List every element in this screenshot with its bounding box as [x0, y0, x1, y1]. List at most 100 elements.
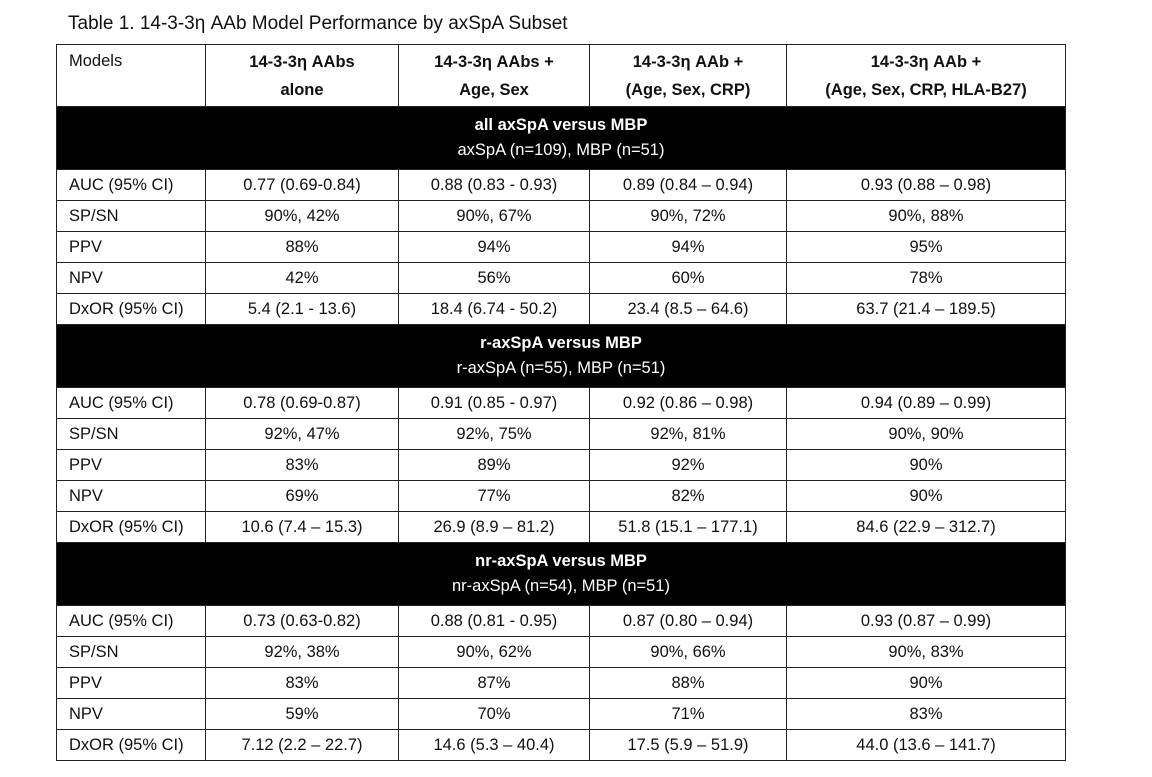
data-cell: 63.7 (21.4 – 189.5)	[786, 293, 1066, 325]
data-cell: 0.94 (0.89 – 0.99)	[786, 387, 1066, 419]
data-cell: 77%	[398, 480, 590, 512]
section-row: all axSpA versus MBP axSpA (n=109), MBP (…	[56, 106, 1066, 170]
data-cell: 0.92 (0.86 – 0.98)	[589, 387, 787, 419]
row-label: SP/SN	[56, 636, 206, 668]
data-cell: 95%	[786, 231, 1066, 263]
data-cell: 90%	[786, 480, 1066, 512]
data-cell: 71%	[589, 698, 787, 730]
data-cell: 92%, 75%	[398, 418, 590, 450]
section-row: r-axSpA versus MBP r-axSpA (n=55), MBP (n…	[56, 324, 1066, 388]
data-row: NPV 42% 56% 60% 78%	[56, 262, 1066, 294]
data-cell: 60%	[589, 262, 787, 294]
data-cell: 44.0 (13.6 – 141.7)	[786, 729, 1066, 761]
data-cell: 0.87 (0.80 – 0.94)	[589, 605, 787, 637]
data-cell: 78%	[786, 262, 1066, 294]
data-row: DxOR (95% CI) 10.6 (7.4 – 15.3) 26.9 (8.9 …	[56, 511, 1066, 543]
data-cell: 7.12 (2.2 – 22.7)	[205, 729, 399, 761]
data-cell: 92%, 38%	[205, 636, 399, 668]
data-cell: 70%	[398, 698, 590, 730]
row-label: AUC (95% CI)	[56, 605, 206, 637]
data-cell: 88%	[205, 231, 399, 263]
data-cell: 92%	[589, 449, 787, 481]
data-cell: 14.6 (5.3 – 40.4)	[398, 729, 590, 761]
data-row: SP/SN 92%, 47% 92%, 75% 92%, 81% 90%, 90%	[56, 418, 1066, 450]
row-label: PPV	[56, 231, 206, 263]
data-cell: 90%	[786, 449, 1066, 481]
row-label: PPV	[56, 667, 206, 699]
data-cell: 83%	[205, 667, 399, 699]
data-row: AUC (95% CI) 0.77 (0.69-0.84) 0.88 (0.83 -…	[56, 169, 1066, 201]
table-body: Models 14-3-3η AAbs alone 14-3-3η AAbs + Age…	[56, 44, 1066, 761]
data-row: AUC (95% CI) 0.78 (0.69-0.87) 0.91 (0.85 -…	[56, 387, 1066, 419]
data-cell: 90%, 88%	[786, 200, 1066, 232]
data-row: PPV 83% 89% 92% 90%	[56, 449, 1066, 481]
header-cell: 14-3-3η AAb + (Age, Sex, CRP)	[589, 44, 787, 107]
header-row: Models 14-3-3η AAbs alone 14-3-3η AAbs + Age…	[56, 44, 1066, 107]
data-cell: 0.88 (0.81 - 0.95)	[398, 605, 590, 637]
data-row: AUC (95% CI) 0.73 (0.63-0.82) 0.88 (0.81 -…	[56, 605, 1066, 637]
header-line: 14-3-3η AAb +	[632, 52, 744, 71]
data-row: DxOR (95% CI) 5.4 (2.1 - 13.6) 18.4 (6.74 …	[56, 293, 1066, 325]
section-cell: nr-axSpA versus MBP nr-axSpA (n=54), MBP …	[56, 542, 1066, 606]
header-cell: 14-3-3η AAb + (Age, Sex, CRP, HLA-B27)	[786, 44, 1066, 107]
header-cell: 14-3-3η AAbs alone	[205, 44, 399, 107]
data-cell: 90%, 67%	[398, 200, 590, 232]
data-cell: 89%	[398, 449, 590, 481]
data-cell: 23.4 (8.5 – 64.6)	[589, 293, 787, 325]
section-cell: r-axSpA versus MBP r-axSpA (n=55), MBP (n…	[56, 324, 1066, 388]
row-label: DxOR (95% CI)	[56, 511, 206, 543]
section-subheading: r-axSpA (n=55), MBP (n=51)	[456, 359, 666, 377]
row-label: SP/SN	[56, 418, 206, 450]
row-label: PPV	[56, 449, 206, 481]
data-cell: 94%	[589, 231, 787, 263]
data-cell: 0.89 (0.84 – 0.94)	[589, 169, 787, 201]
row-label: AUC (95% CI)	[56, 387, 206, 419]
data-cell: 90%, 42%	[205, 200, 399, 232]
data-cell: 90%, 83%	[786, 636, 1066, 668]
row-label: NPV	[56, 480, 206, 512]
data-row: NPV 59% 70% 71% 83%	[56, 698, 1066, 730]
section-subheading: nr-axSpA (n=54), MBP (n=51)	[452, 577, 670, 595]
header-line: Age, Sex	[459, 80, 529, 99]
header-cell: Models	[56, 44, 206, 107]
header-line: alone	[280, 80, 324, 99]
data-cell: 90%, 66%	[589, 636, 787, 668]
section-cell: all axSpA versus MBP axSpA (n=109), MBP (…	[56, 106, 1066, 170]
data-cell: 51.8 (15.1 – 177.1)	[589, 511, 787, 543]
data-row: SP/SN 92%, 38% 90%, 62% 90%, 66% 90%, 83%	[56, 636, 1066, 668]
header-line: (Age, Sex, CRP, HLA-B27)	[825, 80, 1027, 99]
data-cell: 0.93 (0.87 – 0.99)	[786, 605, 1066, 637]
header-line: (Age, Sex, CRP)	[625, 80, 751, 99]
data-cell: 0.78 (0.69-0.87)	[205, 387, 399, 419]
data-cell: 92%, 81%	[589, 418, 787, 450]
section-heading: nr-axSpA versus MBP	[475, 552, 647, 570]
data-cell: 69%	[205, 480, 399, 512]
data-cell: 18.4 (6.74 - 50.2)	[398, 293, 590, 325]
data-cell: 87%	[398, 667, 590, 699]
data-cell: 5.4 (2.1 - 13.6)	[205, 293, 399, 325]
data-cell: 90%	[786, 667, 1066, 699]
row-label: NPV	[56, 262, 206, 294]
data-cell: 83%	[786, 698, 1066, 730]
section-heading: all axSpA versus MBP	[474, 116, 648, 134]
header-line: Models	[69, 52, 123, 70]
data-cell: 0.73 (0.63-0.82)	[205, 605, 399, 637]
row-label: AUC (95% CI)	[56, 169, 206, 201]
data-cell: 26.9 (8.9 – 81.2)	[398, 511, 590, 543]
data-cell: 42%	[205, 262, 399, 294]
data-cell: 94%	[398, 231, 590, 263]
data-cell: 82%	[589, 480, 787, 512]
data-cell: 0.88 (0.83 - 0.93)	[398, 169, 590, 201]
data-cell: 17.5 (5.9 – 51.9)	[589, 729, 787, 761]
data-cell: 56%	[398, 262, 590, 294]
row-label: NPV	[56, 698, 206, 730]
header-cell: 14-3-3η AAbs + Age, Sex	[398, 44, 590, 107]
data-cell: 90%, 72%	[589, 200, 787, 232]
data-row: PPV 88% 94% 94% 95%	[56, 231, 1066, 263]
data-row: SP/SN 90%, 42% 90%, 67% 90%, 72% 90%, 88%	[56, 200, 1066, 232]
header-line: 14-3-3η AAb +	[870, 52, 982, 71]
data-row: PPV 83% 87% 88% 90%	[56, 667, 1066, 699]
data-cell: 88%	[589, 667, 787, 699]
data-row: DxOR (95% CI) 7.12 (2.2 – 22.7) 14.6 (5.3 …	[56, 729, 1066, 761]
